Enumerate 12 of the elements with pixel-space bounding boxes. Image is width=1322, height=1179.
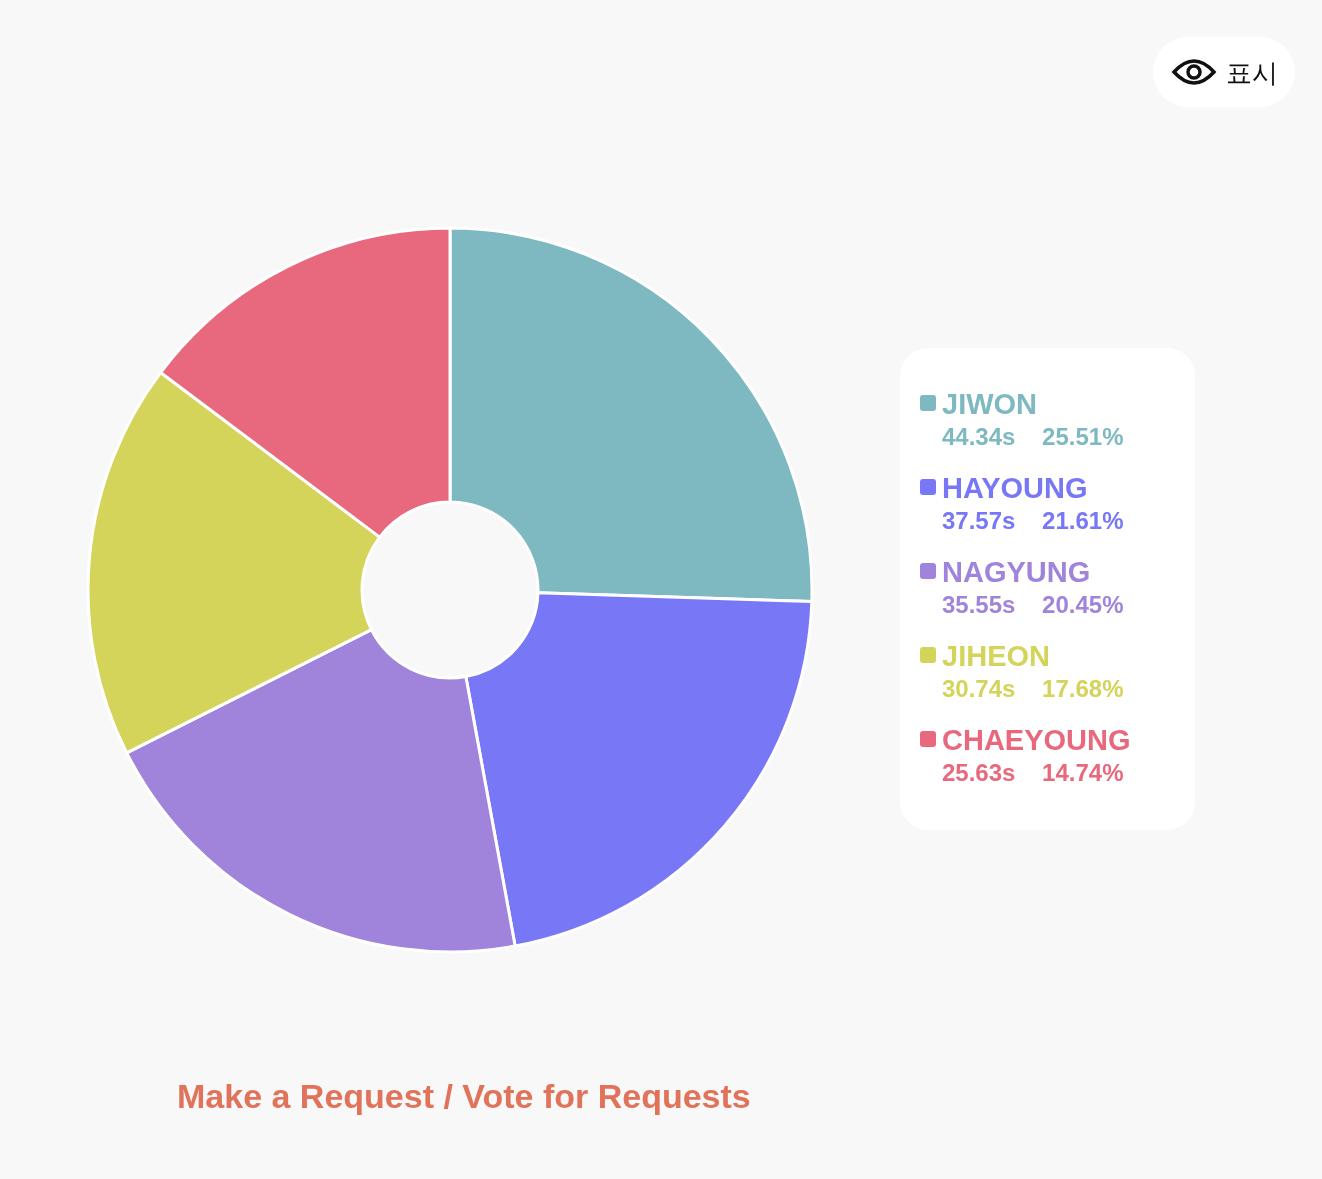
data-label: 30.74s 17.68%: [942, 675, 1124, 702]
data-label: 37.57s 21.61%: [942, 507, 1124, 534]
text: Make a Request / Vote for Requests: [177, 1077, 751, 1115]
legend-label: NAGYUNG: [942, 556, 1091, 588]
legend-label: HAYOUNG: [942, 472, 1088, 504]
legend-label: JIHEON: [942, 640, 1050, 672]
legend-label: JIWON: [942, 388, 1038, 420]
legend-label: CHAEYOUNG: [942, 724, 1131, 756]
data-label: 44.34s 25.51%: [942, 423, 1124, 450]
text: 표시: [1226, 58, 1278, 88]
data-label: 25.63s 14.74%: [942, 759, 1124, 786]
data-label: 35.55s 20.45%: [942, 591, 1124, 618]
